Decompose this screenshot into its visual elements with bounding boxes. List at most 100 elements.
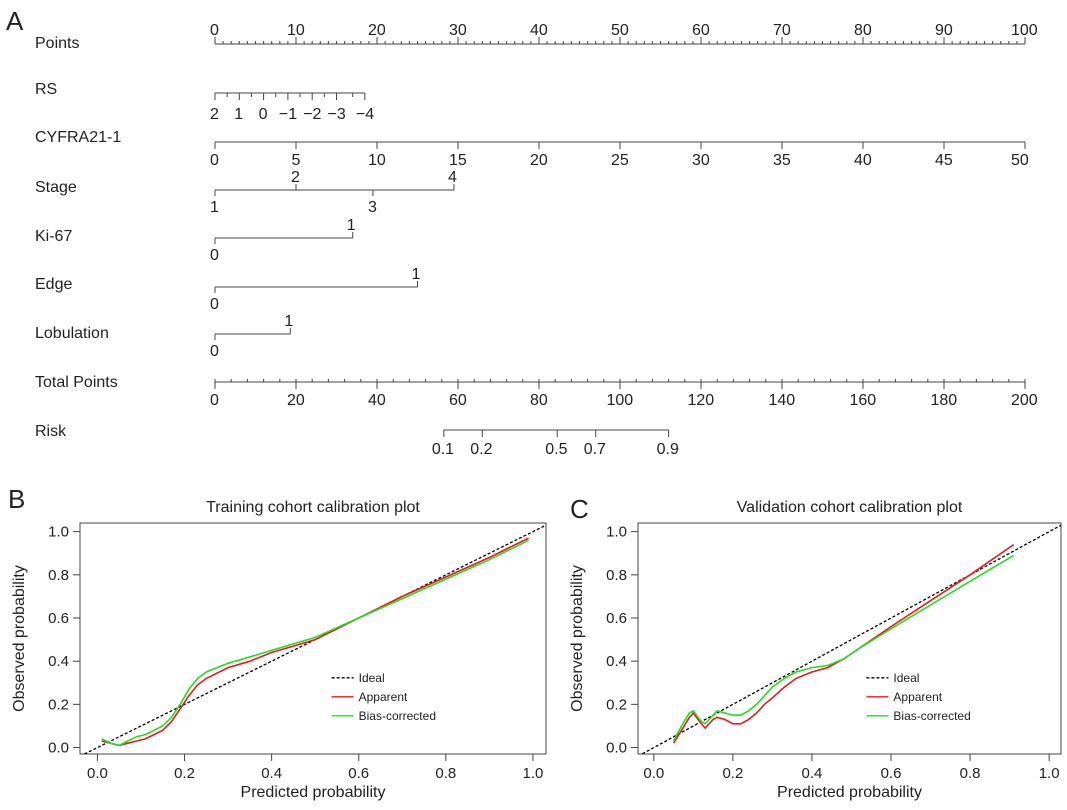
- rs-tick-label: −1: [279, 106, 297, 123]
- total-points-tick-label: 100: [607, 392, 634, 409]
- points-tick-label: 80: [854, 22, 872, 39]
- row-label-ki-67: Ki-67: [35, 228, 72, 245]
- validation-y-tick-label: 0.6: [606, 610, 627, 627]
- cyfra21-1-tick-label: 35: [773, 152, 791, 169]
- training-y-tick-label: 0.8: [48, 567, 69, 584]
- row-label-total-points: Total Points: [35, 374, 118, 391]
- rs-tick-label: −3: [328, 106, 346, 123]
- validation-x-axis-label: Predicted probability: [777, 784, 922, 801]
- stage-tick-label: 4: [448, 169, 457, 186]
- validation-series-group: [640, 524, 1061, 754]
- validation-plot-title: Validation cohort calibration plot: [737, 499, 963, 516]
- ki-67-tick-label: 1: [347, 217, 356, 234]
- panel-label-a: A: [6, 6, 24, 36]
- training-series-group: [82, 524, 546, 754]
- rs-tick-label: 0: [259, 106, 268, 123]
- validation-calibration-plot: Validation cohort calibration plot 0.0 0.2…: [569, 499, 1062, 801]
- lobulation-tick-label: 0: [210, 343, 219, 360]
- validation-x-tick-label: 0.2: [722, 765, 743, 782]
- risk-tick-label: 0.5: [545, 441, 567, 458]
- row-label-rs: RS: [35, 81, 57, 98]
- points-tick-label: 40: [530, 22, 548, 39]
- risk-tick-label: 0.7: [584, 441, 606, 458]
- validation-x-tick-label: 0.8: [960, 765, 981, 782]
- training-y-tick-label: 0.6: [48, 610, 69, 627]
- lobulation-tick-label: 1: [284, 313, 293, 330]
- validation-series-ideal: [640, 524, 1061, 754]
- validation-plot-frame: [637, 522, 1062, 755]
- validation-y-tick-label: 0.4: [606, 653, 627, 670]
- panel-label-c: C: [570, 494, 589, 524]
- points-tick-label: 70: [773, 22, 791, 39]
- validation-y-axis-label: Observed probability: [569, 565, 586, 712]
- total-points-tick-label: 140: [769, 392, 796, 409]
- validation-y-tick-label: 1.0: [606, 524, 627, 541]
- rs-tick-label: −2: [303, 106, 321, 123]
- total-points-tick-label: 60: [449, 392, 467, 409]
- validation-y-tick-label: 0.0: [606, 740, 627, 757]
- training-y-tick-label: 0.0: [48, 740, 69, 757]
- stage-tick-label: 3: [368, 199, 377, 216]
- training-x-tick-label: 0.4: [261, 765, 282, 782]
- total-points-tick-label: 40: [368, 392, 386, 409]
- total-points-tick-label: 120: [688, 392, 715, 409]
- points-tick-label: 10: [287, 22, 305, 39]
- edge-tick-label: 0: [210, 296, 219, 313]
- training-legend-label-bias-corrected: Bias-corrected: [359, 709, 436, 723]
- training-series-bias-corrected: [101, 539, 529, 747]
- validation-x-tick-label: 0.6: [881, 765, 902, 782]
- training-y-tick-label: 1.0: [48, 524, 69, 541]
- nomogram-row-ki-67: Ki-67 0 1: [35, 217, 356, 264]
- cyfra21-1-tick-label: 0: [210, 152, 219, 169]
- cyfra21-1-tick-label: 5: [292, 152, 301, 169]
- cyfra21-1-tick-label: 15: [449, 152, 467, 169]
- total-points-tick-label: 200: [1011, 392, 1038, 409]
- training-plot-title: Training cohort calibration plot: [206, 499, 420, 516]
- cyfra21-1-tick-label: 20: [530, 152, 548, 169]
- total-points-tick-label: 160: [850, 392, 877, 409]
- training-x-tick-label: 1.0: [523, 765, 544, 782]
- points-tick-label: 60: [692, 22, 710, 39]
- rs-tick-label: 1: [234, 106, 243, 123]
- edge-tick-label: 1: [412, 266, 421, 283]
- risk-tick-label: 0.9: [657, 441, 679, 458]
- nomogram-row-total-points: Total Points 0 20 40 60 80 100 120 140 160 180 200: [35, 374, 1038, 409]
- training-calibration-plot: Training cohort calibration plot 0.0 0.2 0.…: [11, 499, 547, 801]
- rs-tick-label: −4: [356, 106, 374, 123]
- validation-legend-label-apparent: Apparent: [893, 690, 942, 704]
- validation-series-bias-corrected: [672, 554, 1015, 742]
- stage-tick-label: 2: [291, 169, 300, 186]
- nomogram-row-stage: Stage 1 2 3 4: [35, 169, 457, 216]
- validation-y-tick-label: 0.8: [606, 567, 627, 584]
- validation-legend-label-ideal: Ideal: [893, 671, 919, 685]
- points-tick-label: 30: [449, 22, 467, 39]
- nomogram-row-edge: Edge 0 1: [35, 266, 421, 313]
- training-x-tick-label: 0.8: [435, 765, 456, 782]
- row-label-points: Points: [35, 35, 79, 52]
- points-tick-label: 0: [210, 22, 219, 39]
- training-legend-label-ideal: Ideal: [359, 671, 385, 685]
- training-plot-frame: [79, 522, 547, 755]
- panel-label-b: B: [8, 484, 25, 514]
- cyfra21-1-tick-label: 30: [692, 152, 710, 169]
- row-label-stage: Stage: [35, 179, 77, 196]
- cyfra21-1-tick-label: 40: [854, 152, 872, 169]
- risk-tick-label: 0.2: [470, 441, 492, 458]
- cyfra21-1-tick-label: 10: [368, 152, 386, 169]
- cyfra21-1-tick-label: 50: [1011, 152, 1029, 169]
- points-tick-label: 100: [1011, 22, 1038, 39]
- risk-tick-label: 0.1: [432, 441, 454, 458]
- total-points-tick-label: 80: [530, 392, 548, 409]
- total-points-tick-label: 180: [931, 392, 958, 409]
- total-points-tick-label: 20: [287, 392, 305, 409]
- points-tick-label: 20: [368, 22, 386, 39]
- cyfra21-1-tick-label: 25: [611, 152, 629, 169]
- total-points-tick-label: 0: [210, 392, 219, 409]
- row-label-risk: Risk: [35, 423, 67, 440]
- nomogram-row-rs: RS 2 1 0 −1 −2 −3 −4: [35, 81, 374, 123]
- training-x-tick-label: 0.6: [348, 765, 369, 782]
- ki-67-tick-label: 0: [210, 247, 219, 264]
- points-tick-label: 90: [935, 22, 953, 39]
